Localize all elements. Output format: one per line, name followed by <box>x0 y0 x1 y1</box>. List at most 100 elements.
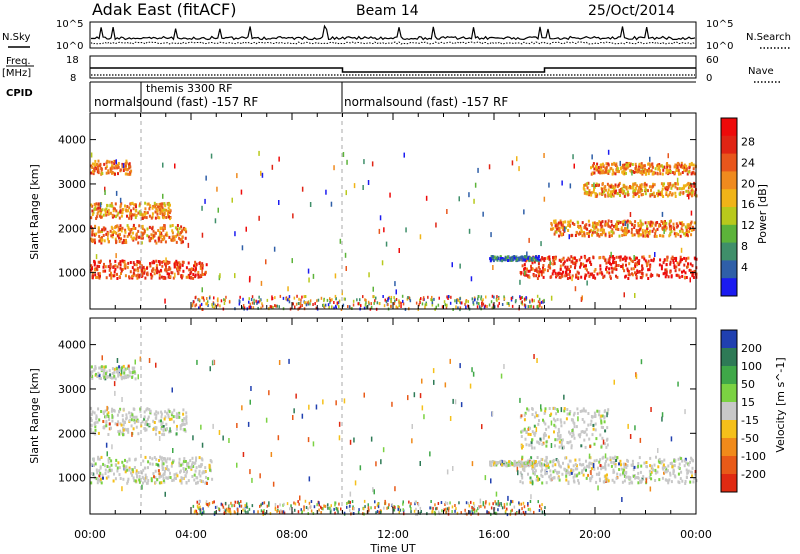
power-echo-cell <box>109 203 112 207</box>
velocity-echo-cell <box>135 425 138 429</box>
velocity-echo-cell <box>411 424 413 429</box>
velocity-echo-cell <box>374 500 376 504</box>
power-echo-cell <box>681 165 684 169</box>
power-colorbar-swatch <box>721 135 737 155</box>
power-echo-cell <box>510 298 513 302</box>
velocity-echo-cell <box>500 463 503 467</box>
velocity-echo-cell <box>593 442 596 446</box>
velocity-echo-cell <box>352 505 354 509</box>
velocity-echo-cell <box>594 422 597 426</box>
power-echo-cell <box>167 206 170 210</box>
power-echo-cell <box>587 181 590 185</box>
velocity-echo-cell <box>182 422 185 426</box>
power-echo-cell <box>435 305 437 309</box>
power-echo-cell <box>596 222 599 225</box>
velocity-echo-cell <box>501 506 504 510</box>
velocity-echo-cell <box>545 467 548 471</box>
velocity-echo-cell <box>116 423 119 427</box>
power-echo-cell <box>329 299 332 302</box>
power-echo-cell <box>645 172 648 176</box>
velocity-echo-cell <box>208 466 211 470</box>
velocity-echo-cell <box>598 409 601 413</box>
velocity-echo-cell <box>540 473 543 477</box>
velocity-echo-cell <box>452 466 454 471</box>
power-echo-cell <box>666 194 669 198</box>
power-echo-cell <box>97 168 100 172</box>
velocity-echo-cell <box>600 467 603 471</box>
velocity-echo-cell <box>491 460 494 464</box>
power-echo-cell <box>621 188 624 192</box>
power-echo-cell <box>323 299 325 303</box>
velocity-echo-cell <box>497 508 499 512</box>
velocity-echo-cell <box>207 503 209 507</box>
power-echo-cell <box>633 171 636 174</box>
power-echo-cell <box>91 209 94 213</box>
velocity-colorbar-tick: -200 <box>741 468 766 481</box>
power-echo-cell <box>581 234 584 238</box>
power-echo-cell <box>157 216 160 219</box>
velocity-echo-cell <box>130 424 133 428</box>
power-echo-cell <box>338 305 340 309</box>
power-echo-cell <box>356 298 358 302</box>
power-echo-cell <box>472 300 474 304</box>
power-echo-cell <box>119 233 121 237</box>
power-echo-cell <box>158 270 161 274</box>
power-echo-cell <box>445 306 448 310</box>
power-echo-cell <box>581 295 583 301</box>
power-echo-cell <box>148 214 151 218</box>
power-echo-cell <box>684 167 687 170</box>
velocity-echo-cell <box>440 501 443 504</box>
velocity-echo-cell <box>536 440 539 444</box>
power-echo-cell <box>547 265 550 269</box>
power-echo-cell <box>473 198 475 204</box>
power-echo-cell <box>626 267 629 271</box>
velocity-echo-cell <box>680 470 683 474</box>
power-echo-cell <box>644 231 647 235</box>
power-echo-cell <box>496 258 499 262</box>
velocity-echo-cell <box>490 478 492 484</box>
power-echo-cell <box>631 223 634 227</box>
velocity-echo-cell <box>518 462 521 466</box>
power-colorbar-tick: 4 <box>741 261 748 274</box>
velocity-echo-cell <box>316 503 318 507</box>
velocity-echo-cell <box>148 358 151 363</box>
power-echo-cell <box>633 182 636 186</box>
velocity-echo-cell <box>260 509 263 513</box>
velocity-echo-cell <box>343 398 346 404</box>
power-echo-cell <box>558 229 560 232</box>
power-echo-cell <box>333 301 335 304</box>
velocity-echo-cell <box>419 506 422 510</box>
velocity-echo-cell <box>614 455 617 459</box>
power-echo-cell <box>128 216 131 220</box>
power-echo-cell <box>90 264 93 268</box>
velocity-echo-cell <box>212 423 214 429</box>
power-echo-cell <box>648 254 651 258</box>
power-echo-cell <box>390 295 393 299</box>
velocity-echo-cell <box>289 507 291 511</box>
power-echo-cell <box>599 264 602 268</box>
power-echo-cell <box>634 193 637 197</box>
power-echo-cell <box>510 296 513 300</box>
power-echo-cell <box>128 206 131 210</box>
velocity-echo-cell <box>596 409 599 413</box>
power-echo-cell <box>353 183 356 189</box>
power-echo-cell <box>95 232 98 236</box>
power-echo-cell <box>654 229 657 233</box>
velocity-echo-cell <box>192 504 195 508</box>
velocity-echo-cell <box>179 469 182 473</box>
velocity-echo-cell <box>92 459 95 463</box>
power-echo-cell <box>163 208 166 212</box>
power-echo-cell <box>225 295 227 299</box>
velocity-echo-cell <box>544 506 546 510</box>
velocity-echo-cell <box>650 464 653 468</box>
power-echo-cell <box>538 258 541 262</box>
power-echo-cell <box>591 184 594 187</box>
power-echo-cell <box>258 295 260 299</box>
power-echo-cell <box>241 245 244 251</box>
xtick-label: 12:00 <box>377 528 409 541</box>
velocity-echo-cell <box>372 487 374 493</box>
power-echo-cell <box>538 304 541 308</box>
power-echo-cell <box>248 297 250 301</box>
power-echo-cell <box>315 306 318 310</box>
power-echo-cell <box>659 223 662 227</box>
